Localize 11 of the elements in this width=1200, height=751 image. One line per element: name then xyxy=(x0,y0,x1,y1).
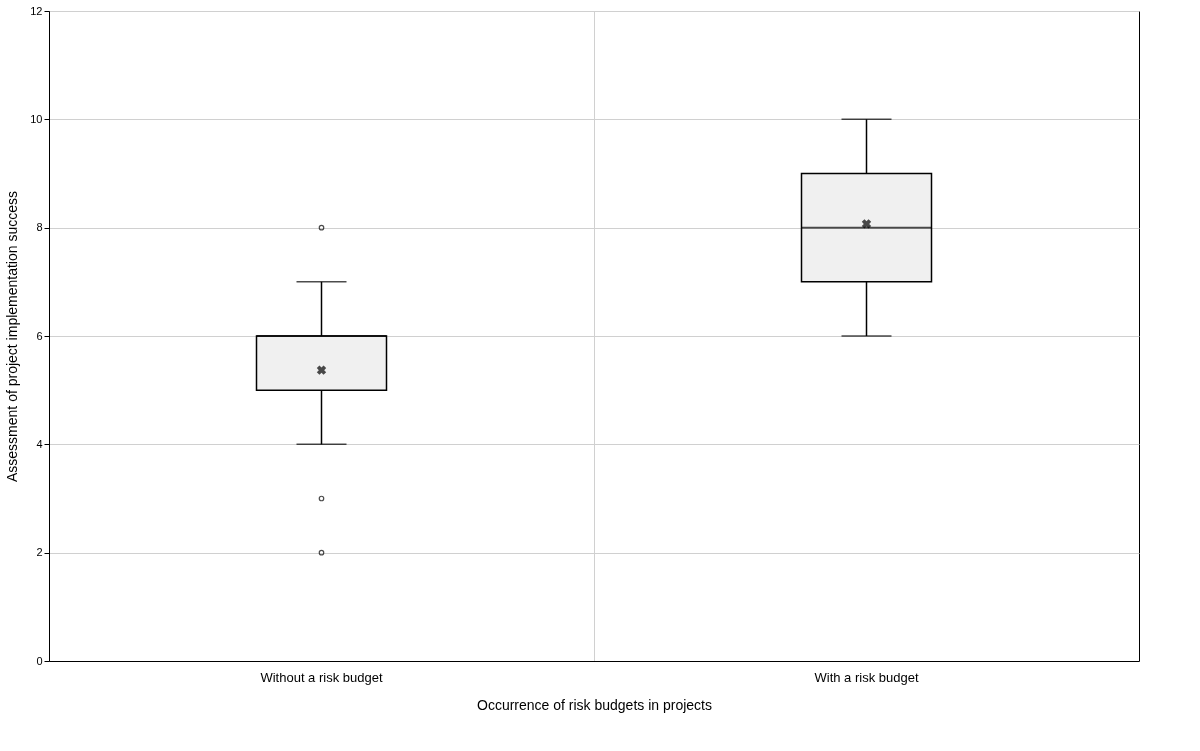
y-axis-title: Assessment of project implementation success xyxy=(4,190,21,483)
x-tick-label: Without a risk budget xyxy=(260,669,383,685)
x-axis-title: Occurrence of risk budgets in projects xyxy=(477,696,712,713)
x-tick-label: With a risk budget xyxy=(814,669,919,685)
y-tick-label: 8 xyxy=(36,221,43,234)
y-tick-label: 10 xyxy=(30,112,43,125)
y-tick-label: 0 xyxy=(36,654,43,667)
y-tick-label: 2 xyxy=(36,546,43,559)
y-tick-label: 4 xyxy=(36,437,43,450)
y-tick-label: 12 xyxy=(30,4,43,17)
y-tick-label: 6 xyxy=(36,329,43,342)
